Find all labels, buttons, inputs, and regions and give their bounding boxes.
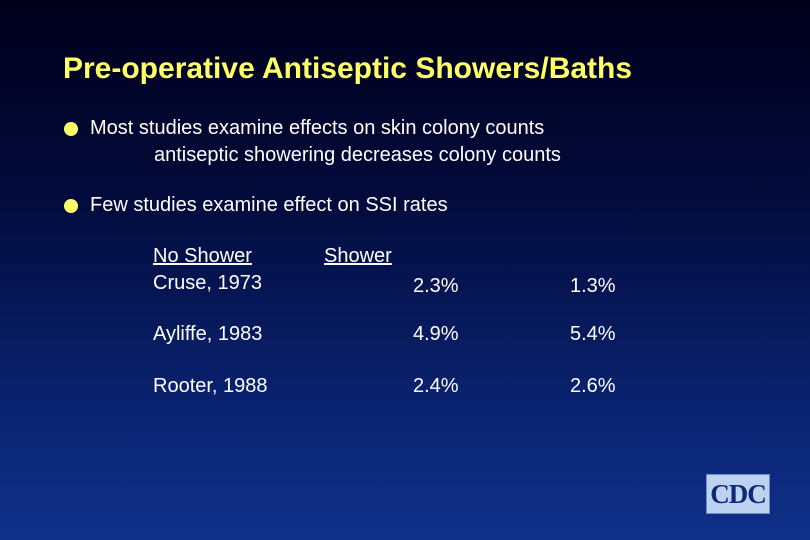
- bullet-1-text: Most studies examine effects on skin col…: [90, 117, 545, 139]
- bullet-dot-icon: [64, 199, 78, 213]
- table-row-study: Rooter, 1988: [153, 375, 268, 397]
- table-row-shower-value: 2.6%: [570, 375, 616, 397]
- table-row-shower-value: 1.3%: [570, 275, 616, 297]
- table-row-no-shower-value: 2.4%: [413, 375, 459, 397]
- bullet-2-text: Few studies examine effect on SSI rates: [90, 194, 448, 216]
- table-row-no-shower-value: 2.3%: [413, 275, 459, 297]
- table-row-no-shower-value: 4.9%: [413, 323, 459, 345]
- table-row-study: Cruse, 1973: [153, 272, 262, 294]
- bullet-dot-icon: [64, 122, 78, 136]
- cdc-logo: CDC: [706, 474, 770, 514]
- table-row-shower-value: 5.4%: [570, 323, 616, 345]
- cdc-logo-text: CDC: [710, 479, 767, 509]
- slide-title: Pre-operative Antiseptic Showers/Baths: [63, 52, 633, 85]
- table-row-study: Ayliffe, 1983: [153, 323, 263, 345]
- header-shower: Shower: [324, 245, 392, 267]
- bullet-1-subtext: antiseptic showering decreases colony co…: [154, 144, 561, 166]
- header-no-shower: No Shower: [153, 245, 252, 267]
